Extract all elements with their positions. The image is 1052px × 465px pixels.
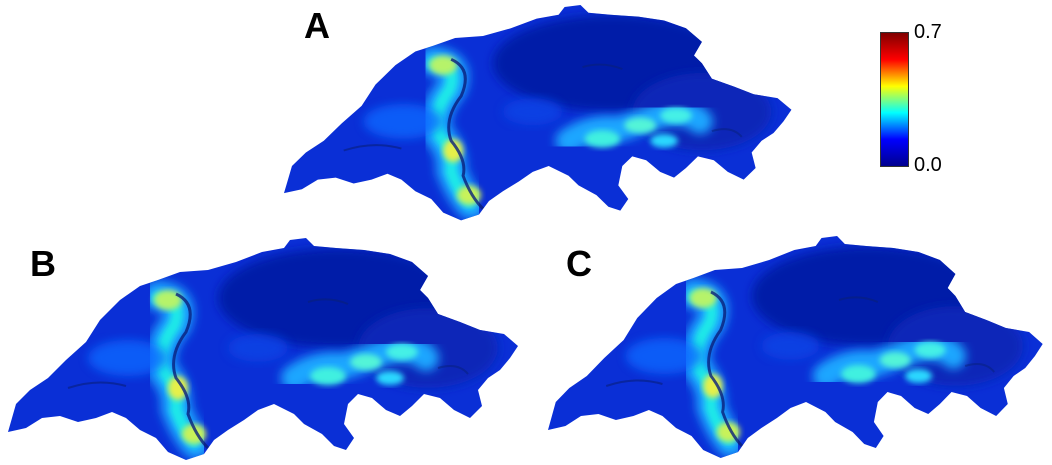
colorbar-max-label: 0.7	[914, 21, 942, 43]
map-panel-a	[284, 5, 791, 220]
panel-label-a: A	[304, 5, 330, 46]
colorbar	[880, 32, 909, 167]
map-panel-b	[8, 238, 518, 460]
colorbar-min-label: 0.0	[914, 154, 942, 176]
map-panel-c	[548, 236, 1043, 458]
panel-label-c: C	[566, 243, 592, 284]
panel-label-b: B	[30, 243, 56, 284]
